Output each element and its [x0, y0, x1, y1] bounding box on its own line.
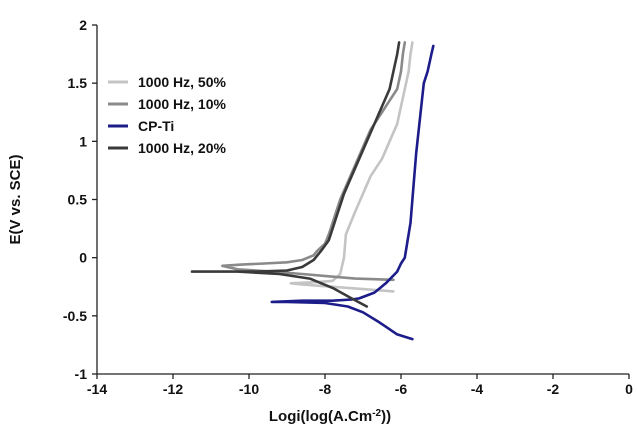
x-axis-title-main: Logi(log(A.Cm [269, 408, 372, 425]
plot-lines [190, 41, 435, 341]
legend-label: CP-Ti [138, 118, 174, 134]
series-line-4 [190, 41, 401, 308]
x-tick-label: -4 [471, 381, 484, 397]
series-line-3 [270, 44, 435, 341]
x-tick-label: -12 [163, 381, 183, 397]
x-tick-label: -2 [547, 381, 560, 397]
legend-label: 1000 Hz, 50% [138, 74, 226, 90]
x-tick-label: -8 [319, 381, 332, 397]
y-axis-title: E(V vs. SCE) [7, 154, 24, 244]
legend-label: 1000 Hz, 10% [138, 96, 226, 112]
y-tick-label: 0 [79, 250, 87, 266]
x-axis-title-end: )) [381, 408, 391, 425]
y-tick-label: -1 [75, 366, 88, 382]
legend-label: 1000 Hz, 20% [138, 140, 226, 156]
x-tick-label: -6 [395, 381, 408, 397]
legend: 1000 Hz, 50% 1000 Hz, 10% CP-Ti 1000 Hz, 20… [108, 74, 226, 156]
x-axis-title: Logi(log(A.Cm-2)) [269, 408, 391, 426]
y-ticks: -1 -0.5 0 0.5 1 1.5 2 [63, 17, 97, 382]
x-ticks: -14 -12 -10 -8 -6 -4 -2 0 [87, 374, 633, 397]
series-line-2 [221, 41, 407, 282]
x-tick-label: 0 [625, 381, 633, 397]
series-line-1 [289, 41, 414, 293]
y-tick-label: 2 [79, 17, 87, 33]
y-tick-label: -0.5 [63, 308, 87, 324]
y-tick-label: 0.5 [68, 192, 88, 208]
x-tick-label: -14 [87, 381, 107, 397]
x-axis-title-sup: -2 [372, 408, 381, 419]
y-tick-label: 1 [79, 133, 87, 149]
y-tick-label: 1.5 [68, 75, 88, 91]
x-tick-label: -10 [239, 381, 259, 397]
